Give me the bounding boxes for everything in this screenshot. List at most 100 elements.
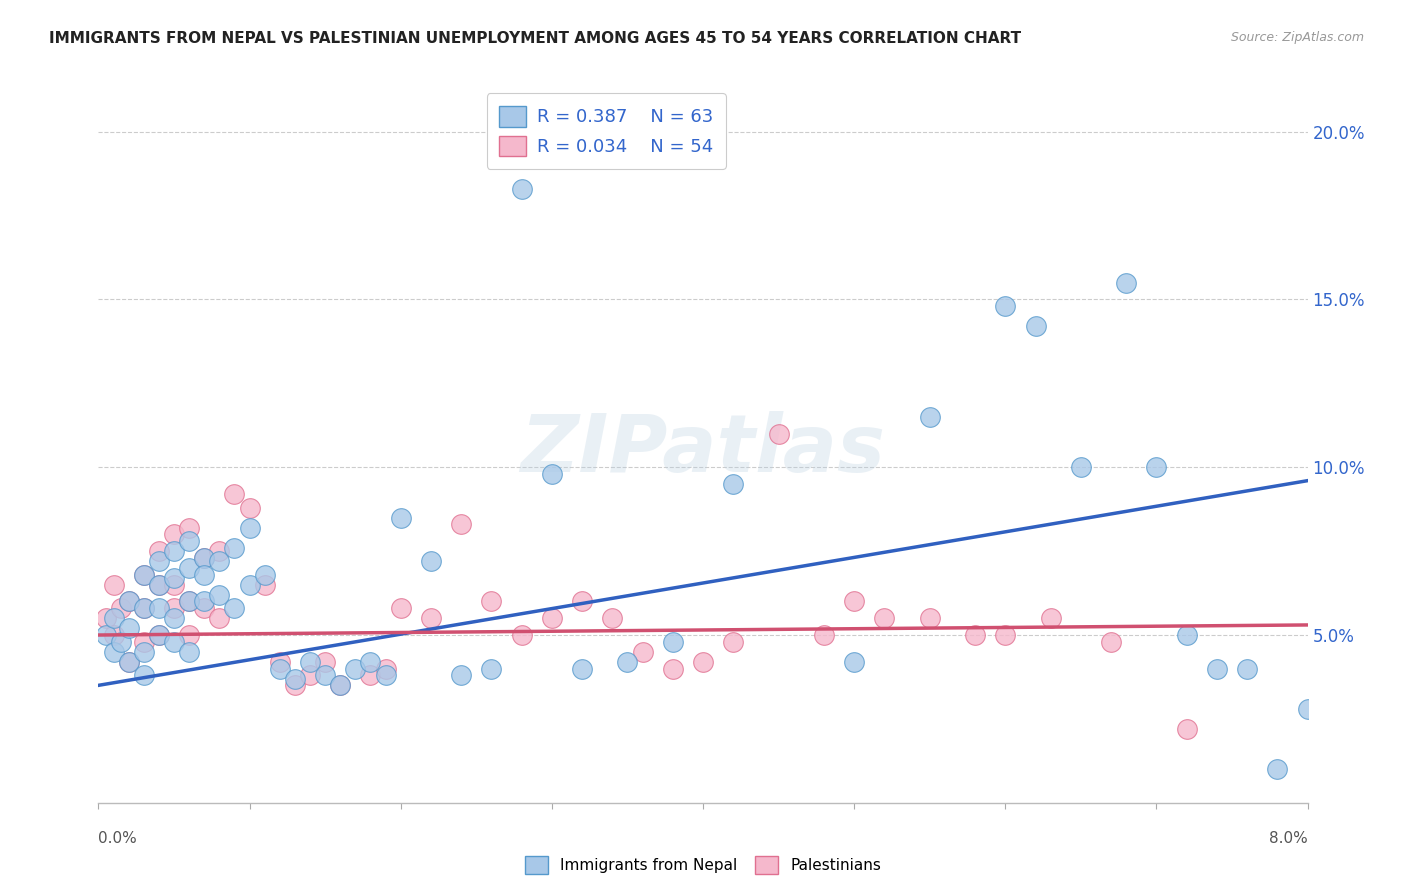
Point bbox=[994, 628, 1017, 642]
Point bbox=[269, 655, 291, 669]
Point bbox=[1025, 319, 1047, 334]
Point bbox=[253, 567, 276, 582]
Point bbox=[631, 645, 654, 659]
Point bbox=[208, 611, 231, 625]
Point bbox=[1206, 662, 1229, 676]
Point bbox=[103, 611, 125, 625]
Point bbox=[284, 672, 307, 686]
Point bbox=[118, 594, 141, 608]
Point bbox=[208, 554, 231, 568]
Point bbox=[193, 594, 215, 608]
Point bbox=[1039, 611, 1062, 625]
Point bbox=[179, 521, 201, 535]
Point bbox=[163, 577, 186, 591]
Y-axis label: Unemployment Among Ages 45 to 54 years: Unemployment Among Ages 45 to 54 years bbox=[0, 299, 7, 602]
Point bbox=[148, 628, 170, 642]
Point bbox=[103, 577, 125, 591]
Point bbox=[616, 655, 638, 669]
Point bbox=[163, 601, 186, 615]
Point bbox=[284, 678, 307, 692]
Point bbox=[179, 645, 201, 659]
Point bbox=[94, 628, 117, 642]
Point bbox=[1175, 722, 1198, 736]
Point bbox=[329, 678, 352, 692]
Point bbox=[118, 621, 141, 635]
Point bbox=[299, 655, 322, 669]
Point bbox=[360, 655, 382, 669]
Point bbox=[1296, 702, 1319, 716]
Point bbox=[540, 611, 562, 625]
Point bbox=[110, 601, 132, 615]
Text: Source: ZipAtlas.com: Source: ZipAtlas.com bbox=[1230, 31, 1364, 45]
Point bbox=[163, 611, 186, 625]
Point bbox=[1070, 460, 1092, 475]
Point bbox=[420, 611, 443, 625]
Point bbox=[103, 628, 125, 642]
Point bbox=[299, 668, 322, 682]
Point bbox=[179, 534, 201, 549]
Point bbox=[148, 577, 170, 591]
Point bbox=[163, 544, 186, 558]
Point bbox=[132, 601, 155, 615]
Point bbox=[389, 601, 412, 615]
Point bbox=[132, 567, 155, 582]
Legend: R = 0.387    N = 63, R = 0.034    N = 54: R = 0.387 N = 63, R = 0.034 N = 54 bbox=[486, 93, 725, 169]
Point bbox=[148, 544, 170, 558]
Point bbox=[1175, 628, 1198, 642]
Point bbox=[481, 662, 503, 676]
Point bbox=[163, 527, 186, 541]
Point bbox=[873, 611, 896, 625]
Point bbox=[1099, 634, 1122, 648]
Point bbox=[239, 500, 262, 515]
Point bbox=[420, 554, 443, 568]
Point bbox=[723, 634, 745, 648]
Point bbox=[110, 634, 132, 648]
Point bbox=[844, 594, 866, 608]
Text: IMMIGRANTS FROM NEPAL VS PALESTINIAN UNEMPLOYMENT AMONG AGES 45 TO 54 YEARS CORR: IMMIGRANTS FROM NEPAL VS PALESTINIAN UNE… bbox=[49, 31, 1021, 46]
Point bbox=[571, 662, 593, 676]
Point bbox=[602, 611, 624, 625]
Point bbox=[450, 517, 472, 532]
Point bbox=[132, 668, 155, 682]
Point bbox=[844, 655, 866, 669]
Point bbox=[389, 510, 412, 524]
Point bbox=[148, 577, 170, 591]
Point bbox=[692, 655, 714, 669]
Point bbox=[510, 628, 533, 642]
Point bbox=[360, 668, 382, 682]
Point bbox=[994, 299, 1017, 313]
Point bbox=[374, 662, 396, 676]
Point bbox=[208, 544, 231, 558]
Point bbox=[148, 554, 170, 568]
Point bbox=[768, 426, 790, 441]
Point bbox=[193, 601, 215, 615]
Point bbox=[253, 577, 276, 591]
Point bbox=[813, 628, 835, 642]
Point bbox=[208, 588, 231, 602]
Point bbox=[179, 561, 201, 575]
Text: 8.0%: 8.0% bbox=[1268, 831, 1308, 846]
Point bbox=[224, 487, 246, 501]
Point bbox=[239, 521, 262, 535]
Point bbox=[148, 601, 170, 615]
Point bbox=[510, 182, 533, 196]
Point bbox=[918, 409, 941, 424]
Point bbox=[132, 634, 155, 648]
Point bbox=[481, 594, 503, 608]
Point bbox=[118, 655, 141, 669]
Point bbox=[224, 601, 246, 615]
Point bbox=[224, 541, 246, 555]
Point bbox=[661, 662, 683, 676]
Point bbox=[118, 594, 141, 608]
Point bbox=[103, 645, 125, 659]
Point bbox=[965, 628, 987, 642]
Point bbox=[179, 594, 201, 608]
Point bbox=[314, 655, 336, 669]
Point bbox=[329, 678, 352, 692]
Point bbox=[269, 662, 291, 676]
Legend: Immigrants from Nepal, Palestinians: Immigrants from Nepal, Palestinians bbox=[519, 850, 887, 880]
Point bbox=[540, 467, 562, 481]
Point bbox=[94, 611, 117, 625]
Point bbox=[193, 567, 215, 582]
Point bbox=[314, 668, 336, 682]
